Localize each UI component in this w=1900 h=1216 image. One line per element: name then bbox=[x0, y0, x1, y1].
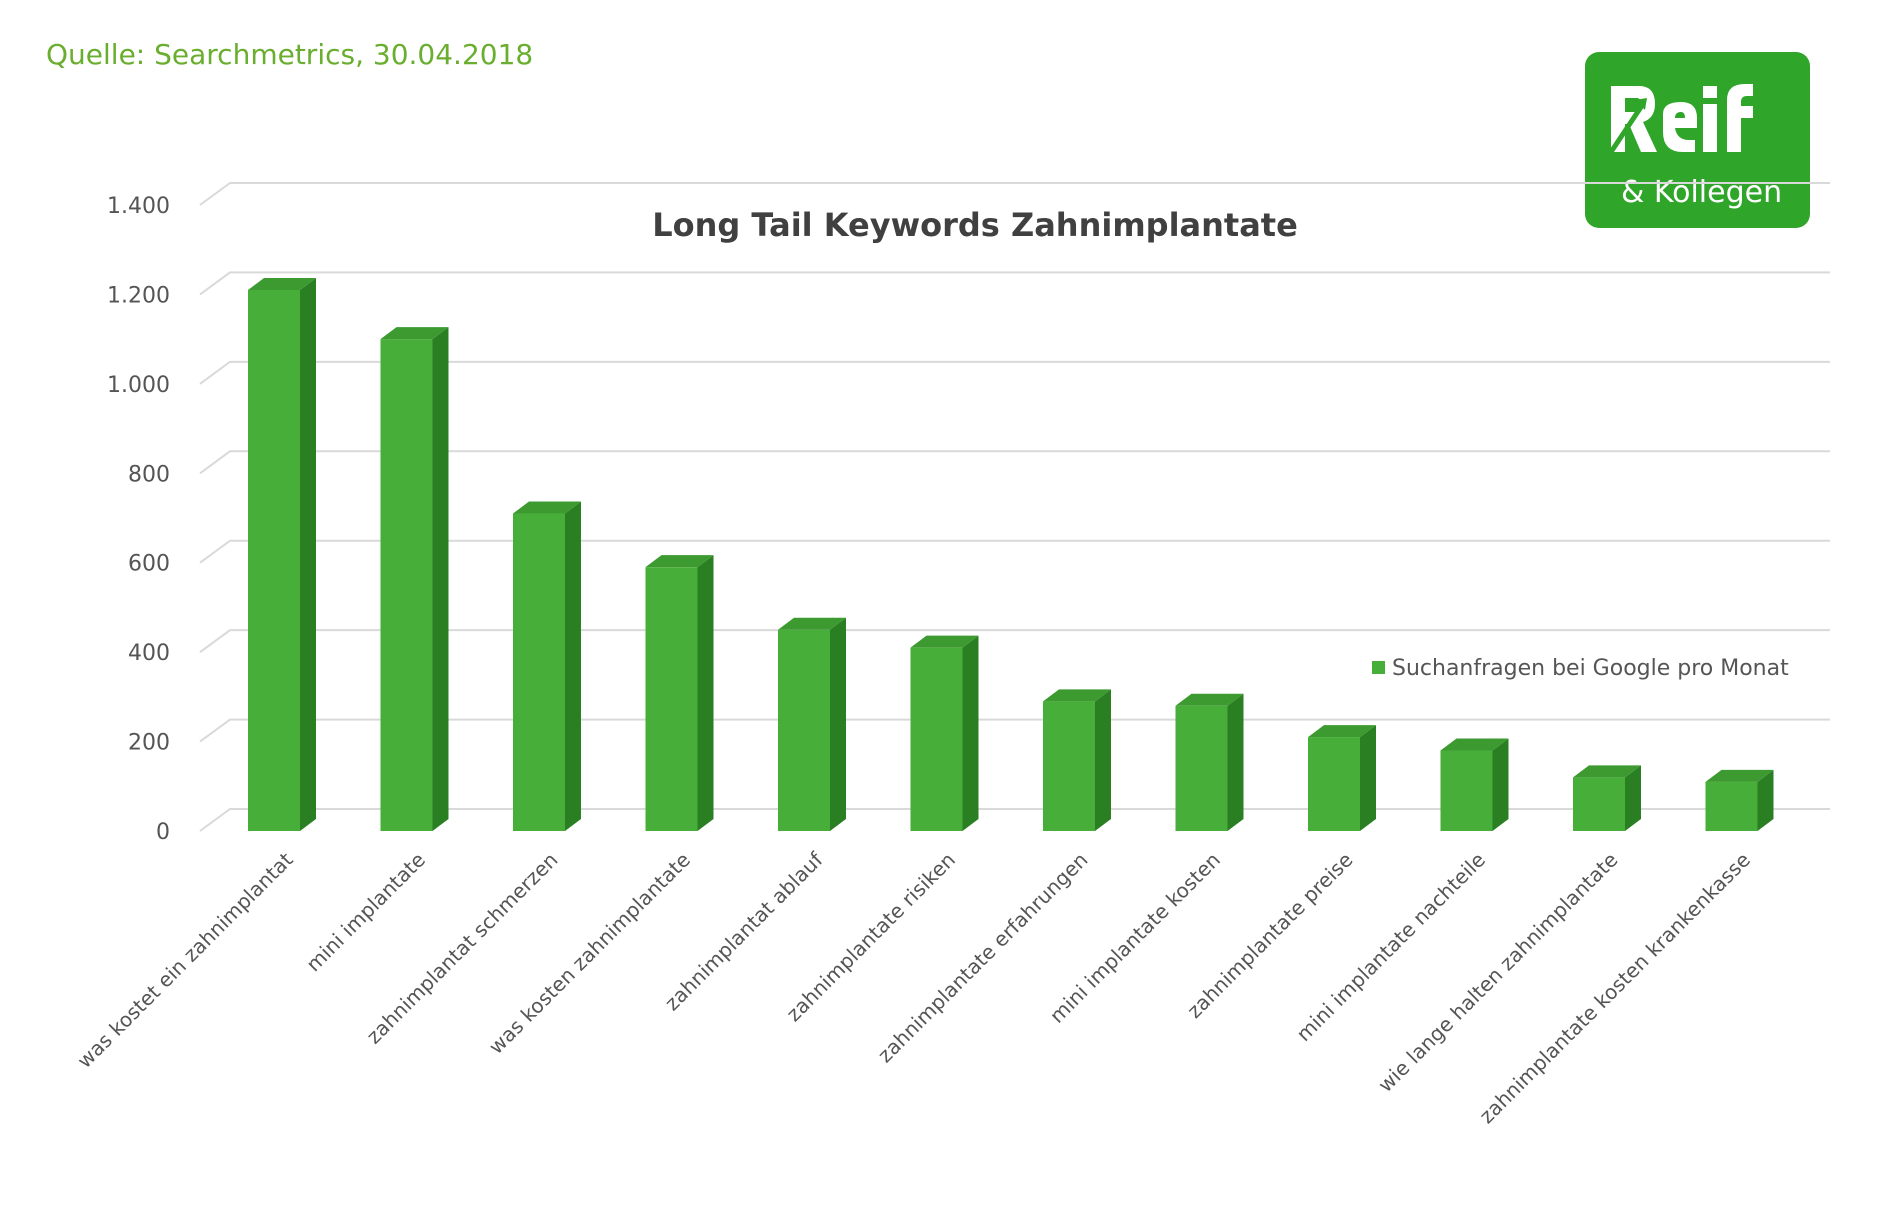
gridline bbox=[199, 539, 1830, 564]
bar bbox=[380, 327, 449, 831]
gridline bbox=[199, 808, 1830, 832]
bar-top bbox=[380, 327, 449, 340]
gridline bbox=[199, 629, 1830, 653]
bar-side bbox=[962, 635, 979, 831]
bar-top bbox=[910, 635, 979, 648]
y-tick-label: 0 bbox=[156, 820, 170, 845]
x-tick-label: mini implantate bbox=[301, 848, 430, 977]
bar-front bbox=[1573, 777, 1625, 831]
bar-front bbox=[1440, 750, 1493, 831]
bar-top bbox=[778, 617, 846, 630]
bar-side bbox=[565, 501, 581, 831]
legend-swatch bbox=[1372, 661, 1385, 674]
bar-front bbox=[1043, 701, 1095, 831]
bar-top bbox=[645, 555, 714, 568]
bar-side bbox=[830, 617, 846, 831]
bar-top bbox=[1573, 765, 1641, 778]
bar-front bbox=[513, 513, 565, 831]
bar-side bbox=[1625, 765, 1641, 831]
x-tick-label: zahnimplantate kosten krankenkasse bbox=[1474, 848, 1755, 1129]
bar bbox=[1043, 689, 1111, 831]
y-tick-label: 200 bbox=[128, 731, 170, 756]
gridline bbox=[199, 360, 1830, 385]
bar-side bbox=[1095, 689, 1111, 831]
bar-side bbox=[300, 277, 316, 831]
bar bbox=[1705, 769, 1774, 831]
bar-front bbox=[910, 647, 963, 831]
bar-side bbox=[1757, 769, 1774, 831]
bar-top bbox=[1175, 693, 1244, 706]
bar-top bbox=[1440, 738, 1509, 751]
logo-mark: & Kollegen bbox=[1604, 84, 1782, 210]
legend: Suchanfragen bei Google pro Monat bbox=[1372, 656, 1789, 681]
y-tick-label: 1.200 bbox=[107, 283, 170, 308]
y-tick-label: 600 bbox=[128, 552, 170, 577]
bars bbox=[248, 277, 1774, 831]
bar-side bbox=[1360, 725, 1376, 831]
x-tick-label: zahnimplantate erfahrungen bbox=[873, 848, 1093, 1068]
gridlines bbox=[199, 182, 1830, 832]
gridline bbox=[199, 182, 1830, 206]
bar-top bbox=[513, 501, 581, 514]
bar bbox=[778, 617, 846, 831]
bar bbox=[1440, 738, 1509, 831]
bar-side bbox=[1492, 738, 1509, 831]
y-tick-label: 400 bbox=[128, 641, 170, 666]
bar bbox=[248, 277, 316, 831]
bar bbox=[1573, 765, 1641, 831]
bar-front bbox=[778, 629, 830, 831]
bar-side bbox=[697, 555, 714, 831]
bar-side bbox=[432, 327, 449, 831]
bar-side bbox=[1227, 693, 1244, 831]
logo: & Kollegen bbox=[1585, 52, 1810, 228]
bar-front bbox=[248, 289, 300, 831]
chart-title: Long Tail Keywords Zahnimplantate bbox=[652, 206, 1298, 244]
bar-top bbox=[248, 277, 316, 290]
logo-sub-text: & Kollegen bbox=[1621, 175, 1782, 210]
gridline bbox=[199, 271, 1830, 296]
x-tick-label: wie lange halten zahnimplantate bbox=[1373, 848, 1622, 1097]
y-tick-label: 1.400 bbox=[107, 194, 170, 219]
bar bbox=[645, 555, 714, 831]
bar-front bbox=[645, 567, 698, 831]
y-axis: 0 200 400 600 800 1.000 1.200 1.400 bbox=[107, 194, 170, 845]
gridline bbox=[199, 718, 1830, 743]
bar bbox=[513, 501, 581, 831]
x-axis-labels: was kostet ein zahnimplantat mini implant… bbox=[72, 847, 1755, 1128]
y-tick-label: 800 bbox=[128, 462, 170, 487]
source-note: Quelle: Searchmetrics, 30.04.2018 bbox=[46, 38, 534, 71]
bar bbox=[1175, 693, 1244, 831]
bar bbox=[1308, 725, 1376, 831]
bar-front bbox=[1705, 781, 1758, 831]
x-tick-label: was kostet ein zahnimplantat bbox=[72, 847, 297, 1072]
legend-label: Suchanfragen bei Google pro Monat bbox=[1392, 656, 1789, 681]
bar-front bbox=[1175, 705, 1228, 831]
bar-top bbox=[1308, 725, 1376, 738]
bar-front bbox=[380, 339, 433, 831]
gridline bbox=[199, 450, 1830, 475]
bar-front bbox=[1308, 737, 1360, 831]
bar-top bbox=[1705, 769, 1774, 782]
y-tick-label: 1.000 bbox=[107, 373, 170, 398]
bar bbox=[910, 635, 979, 831]
bar-top bbox=[1043, 689, 1111, 702]
